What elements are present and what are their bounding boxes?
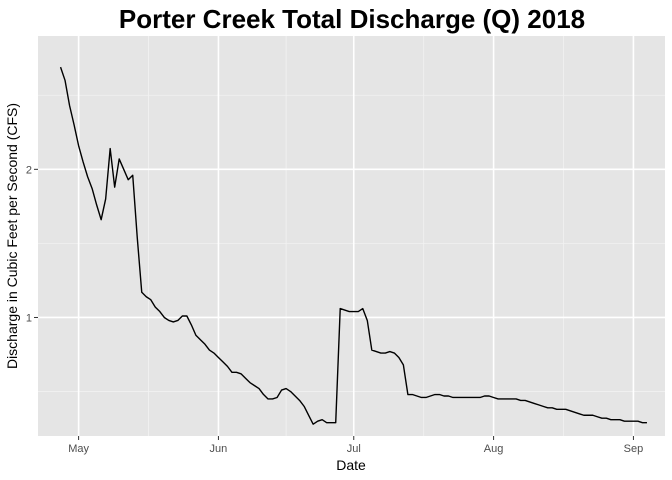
- x-tick-label: Aug: [484, 443, 504, 455]
- plot-background: [38, 36, 665, 436]
- x-axis-title: Date: [336, 457, 366, 473]
- y-axis-title: Discharge in Cubic Feet per Second (CFS): [4, 103, 20, 369]
- x-tick-label: Jul: [347, 443, 361, 455]
- series-layer: [59, 66, 647, 425]
- grid-minor: [38, 36, 665, 436]
- x-axis: May Jun Jul Aug Sep: [68, 436, 643, 455]
- x-tick-label: Jun: [210, 443, 228, 455]
- y-tick-label: 1: [26, 312, 32, 324]
- y-tick-label: 2: [26, 164, 32, 176]
- x-tick-label: Sep: [624, 443, 644, 455]
- series-line-0: [59, 66, 647, 425]
- chart-title: Porter Creek Total Discharge (Q) 2018: [119, 4, 585, 34]
- y-axis: 12: [26, 164, 38, 324]
- x-tick-label: May: [68, 443, 89, 455]
- grid-major: [38, 36, 665, 436]
